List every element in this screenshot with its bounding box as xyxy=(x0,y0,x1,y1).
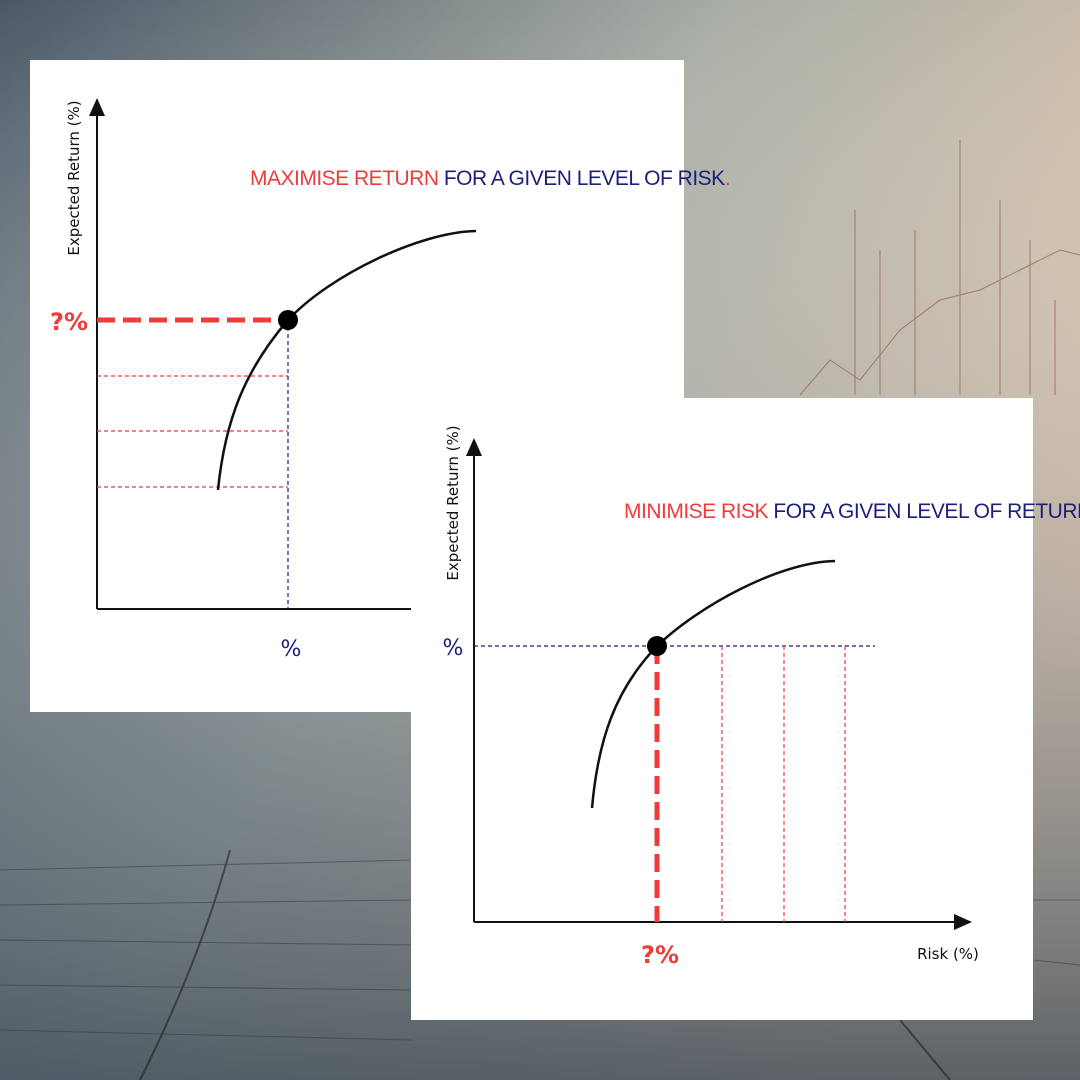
background-market-lines xyxy=(799,140,1080,396)
title: MINIMISE RISK FOR A GIVEN LEVEL OF RETUR… xyxy=(624,500,1080,523)
title-highlight: MAXIMISE RETURN xyxy=(250,167,439,190)
title-rest: FOR A GIVEN LEVEL OF RISK xyxy=(444,167,725,190)
panel: Expected Return (%) Risk (%) % ?% MINIMI… xyxy=(411,398,1080,1020)
background-lines xyxy=(0,849,1080,1080)
title-rest: FOR A GIVEN LEVEL OF RETURN xyxy=(773,500,1080,523)
marker-y-label: ?% xyxy=(50,308,88,336)
title: MAXIMISE RETURN FOR A GIVEN LEVEL OF RIS… xyxy=(250,167,730,190)
guide-lines xyxy=(721,646,846,922)
marker-y-label: % xyxy=(443,636,464,661)
title-end: . xyxy=(725,167,730,190)
y-axis-label: Expected Return (%) xyxy=(65,100,83,255)
marker-x-label: ?% xyxy=(641,941,679,969)
y-axis-label: Expected Return (%) xyxy=(444,425,462,580)
marker-x-label: % xyxy=(281,637,302,662)
x-axis-label: Risk (%) xyxy=(917,945,979,963)
point xyxy=(647,636,667,656)
guide-lines xyxy=(97,375,288,488)
title-highlight: MINIMISE RISK xyxy=(624,500,769,523)
point xyxy=(278,310,298,330)
